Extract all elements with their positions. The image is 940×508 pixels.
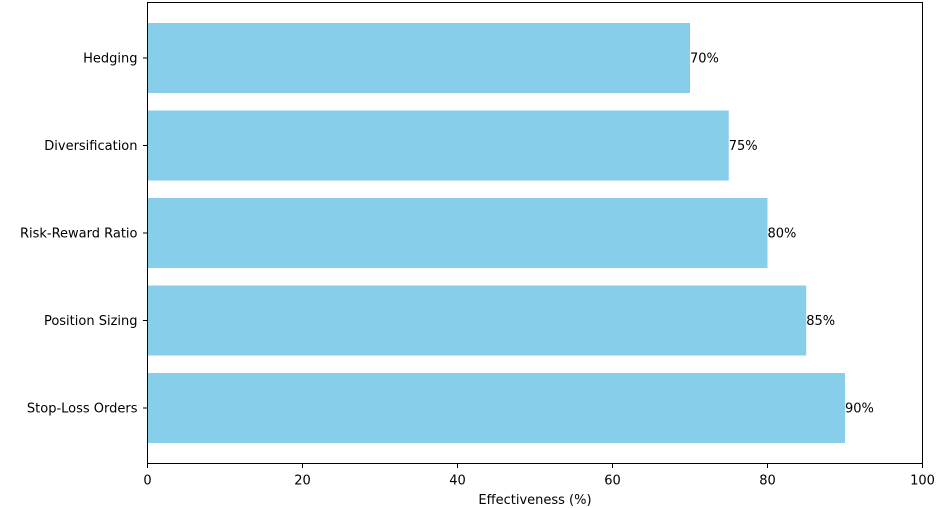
y-tick-label: Stop-Loss Orders [27,402,138,417]
x-tick-label: 40 [449,474,466,489]
y-tick-label: Hedging [83,52,137,67]
x-axis-title: Effectiveness (%) [478,493,591,508]
bar [147,23,690,93]
x-tick-label: 80 [759,474,776,489]
y-tick-label: Diversification [44,139,137,154]
bar [147,373,845,443]
ticks-layer [143,57,923,468]
bar [147,285,807,356]
y-tick-label: Risk-Reward Ratio [20,227,138,242]
x-tick-label: 60 [604,474,621,489]
data-label: 85% [806,314,835,329]
labels-layer: Stop-Loss Orders 90% Position Sizing 85% Ris… [20,52,935,489]
x-tick-label: 100 [910,474,935,489]
data-label: 90% [845,402,874,417]
data-label: 80% [768,227,797,242]
bars-layer [147,23,845,443]
data-label: 70% [690,52,719,67]
y-tick-label: Position Sizing [44,314,138,329]
x-tick-label: 0 [143,474,151,489]
x-tick-label: 20 [294,474,311,489]
bar [147,198,768,268]
bar [147,110,729,181]
data-label: 75% [729,139,758,154]
